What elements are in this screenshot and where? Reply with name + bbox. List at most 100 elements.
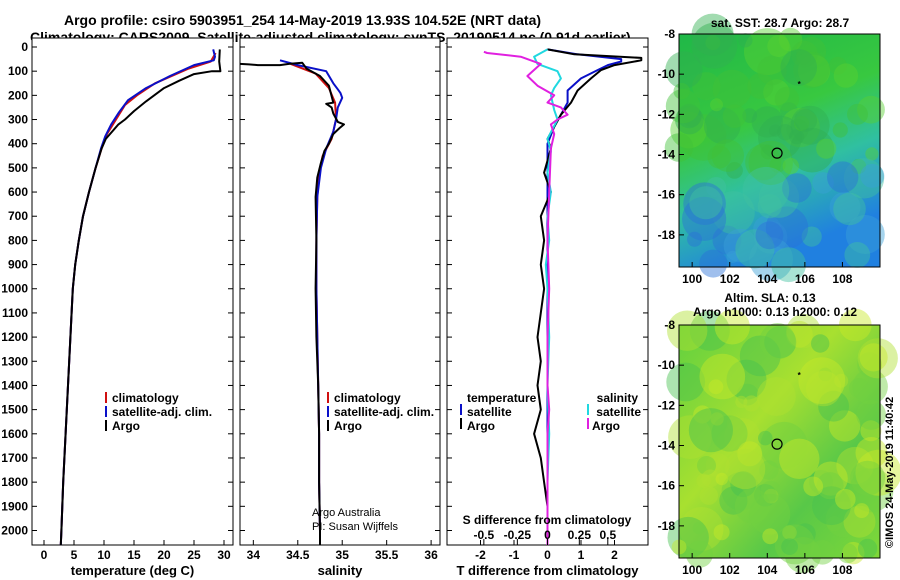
sla-map-field — [679, 325, 880, 558]
difference-legend-label: satellite — [596, 405, 641, 419]
sla-map-texture — [860, 420, 882, 442]
sla-map-texture — [786, 313, 821, 349]
temperature-panel: 0 5 10 15 20 25 300100200300400500600700800900… — [1, 37, 234, 578]
sst-map-texture — [812, 172, 834, 194]
sst-map-texture — [703, 107, 741, 144]
temperature-ytick-label: 300 — [8, 113, 28, 127]
temperature-ytick-label: 1200 — [1, 330, 28, 344]
sst-map-texture — [832, 122, 848, 138]
sst-map-panel: 100 102 104 106 108 -8 -10 -12 -14 -16 -18 * sat. SS… — [658, 13, 885, 286]
sst-map-texture — [860, 163, 885, 188]
temperature-ytick-label: 200 — [8, 88, 28, 102]
sst-map-texture — [833, 192, 866, 226]
sla-map-subtitle: Argo h1000: 0.13 h2000: 0.12 — [693, 305, 857, 319]
sla-map-island-mark: * — [798, 371, 802, 380]
temperature-ytick-label: 0 — [21, 40, 28, 54]
sst-map-texture — [769, 156, 786, 173]
sla-map-panel: 100 102 104 106 108 -8 -10 -12 -14 -16 -18 * Altim. … — [658, 291, 900, 577]
sla-map-texture — [737, 441, 763, 467]
sla-map-xtick-label: 108 — [832, 563, 852, 577]
sst-map-texture — [751, 106, 783, 138]
sla-map-texture — [713, 524, 730, 541]
sst-map-texture — [677, 103, 702, 129]
sla-map-texture — [803, 476, 824, 497]
sst-map-texture — [791, 40, 818, 68]
timestamp-stamp: ©IMOS 24-May-2019 11:40:42 — [884, 397, 896, 548]
sst-map-texture — [707, 145, 731, 169]
sla-map-texture — [721, 472, 761, 511]
temperature-ytick-label: 400 — [8, 137, 28, 151]
sst-map-texture — [723, 228, 758, 263]
sla-map-texture — [762, 528, 779, 545]
sla-map-texture — [734, 488, 771, 524]
temperature-ytick-label: 1800 — [1, 475, 28, 489]
sla-map-texture — [837, 543, 858, 564]
sla-map-texture — [699, 486, 719, 505]
difference-stick-label: -0.25 — [504, 528, 532, 542]
sla-map-texture — [689, 310, 730, 351]
sst-map-frame — [678, 33, 881, 268]
sla-map-texture — [719, 486, 748, 515]
temperature-ytick-label: 1600 — [1, 427, 28, 441]
sst-map-texture — [687, 231, 702, 247]
sst-map-texture — [774, 86, 800, 112]
sla-map-texture — [726, 415, 742, 431]
sst-map-texture — [673, 83, 690, 100]
temperature-xtick-label: 20 — [157, 548, 171, 562]
sst-map-texture — [691, 13, 734, 56]
temperature-legend-label: climatology — [112, 391, 179, 405]
sst-map-title: sat. SST: 28.7 Argo: 28.7 — [711, 16, 850, 30]
sst-map-xtick-label: 108 — [832, 272, 852, 286]
sla-map-xtick-label: 104 — [757, 563, 777, 577]
sla-map-texture — [805, 370, 842, 407]
sla-map-texture — [829, 410, 861, 442]
sst-map-texture — [865, 147, 879, 161]
sla-map-texture — [760, 480, 782, 502]
sst-map-texture — [798, 54, 831, 87]
sst-map-texture — [768, 124, 782, 137]
sla-map-float-marker — [771, 438, 783, 450]
figure-title-line1: Argo profile: csiro 5903951_254 14-May-2… — [64, 12, 542, 28]
difference-stick-label: 0 — [544, 528, 551, 542]
sst-map-texture — [755, 221, 784, 250]
difference-panel: -2 -1 0 1 2T difference from climatology temp… — [446, 37, 649, 578]
sla-map-ytick-label: -12 — [658, 398, 676, 412]
sst-map-ytick-label: -14 — [658, 148, 676, 162]
sla-map-texture — [756, 377, 796, 416]
sst-map-texture — [795, 49, 812, 65]
sst-map-texture — [742, 166, 790, 214]
temperature-ytick-label: 500 — [8, 161, 28, 175]
sst-map-texture — [851, 158, 867, 174]
sst-map-texture — [682, 196, 727, 241]
sla-map-texture — [699, 353, 746, 400]
sla-map-texture — [705, 453, 730, 478]
sla-map-texture — [779, 438, 820, 479]
difference-xtick-label: 0 — [544, 548, 551, 562]
difference-legend-label: satellite — [467, 405, 512, 419]
difference-xlabel: T difference from climatology — [456, 563, 639, 578]
difference-xtick-label: -1 — [509, 548, 520, 562]
temperature-series-argo — [59, 49, 222, 546]
sla-map-texture — [749, 493, 791, 535]
salinity-panel: 34 34.5 35 35.5 36 salinity climatologysatelli… — [239, 37, 441, 578]
sst-map-texture — [726, 162, 743, 179]
sla-map-texture — [812, 486, 851, 526]
sla-map-texture — [679, 507, 724, 551]
difference-stick-label: -0.5 — [474, 528, 495, 542]
sla-map-texture — [811, 334, 830, 353]
sst-map-texture — [712, 225, 742, 255]
sst-map-texture — [771, 247, 806, 283]
sla-map-texture — [818, 390, 849, 422]
sla-map-texture — [696, 473, 711, 488]
sst-map-texture — [681, 106, 703, 127]
sst-map-texture — [782, 173, 812, 203]
sla-map-texture — [725, 448, 766, 490]
sst-map-texture — [711, 139, 744, 172]
salinity-annotation: PI: Susan Wijffels — [312, 521, 398, 533]
sst-map-texture — [789, 129, 805, 145]
salinity-xtick-label: 35 — [336, 548, 350, 562]
sst-map-texture — [793, 51, 830, 89]
salinity-xtick-label: 35.5 — [375, 548, 399, 562]
difference-series-s-argo — [483, 50, 569, 545]
sla-map-texture — [849, 468, 894, 513]
